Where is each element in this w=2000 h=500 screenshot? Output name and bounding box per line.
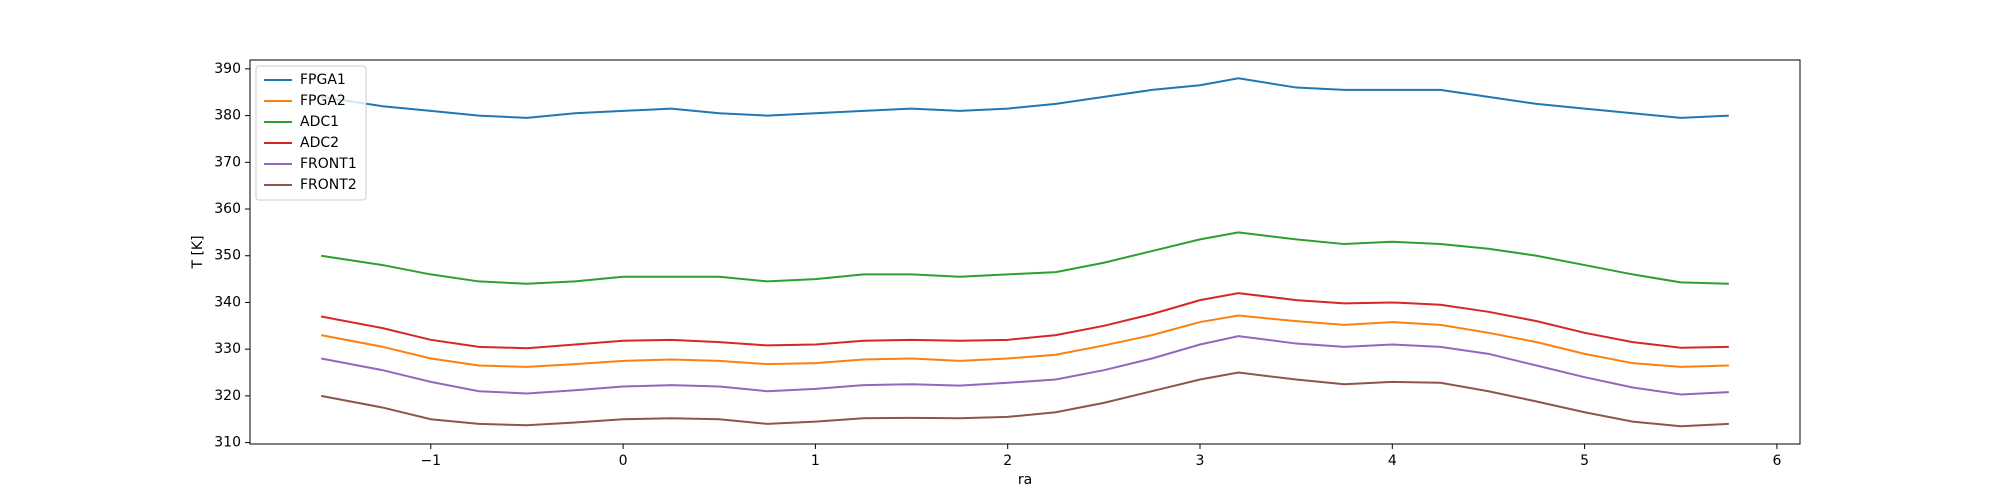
series-line	[320, 292, 1729, 350]
x-tick-label: 1	[811, 453, 820, 469]
x-tick-label: 2	[1003, 453, 1012, 469]
y-tick-label: 330	[214, 341, 241, 357]
legend-label: ADC2	[300, 135, 339, 151]
legend-label: ADC1	[300, 114, 339, 130]
x-tick-label: −1	[420, 453, 441, 469]
y-tick-label: 350	[214, 248, 241, 264]
legend-label: FRONT1	[300, 156, 357, 172]
legend: FPGA1 FPGA2 ADC1 ADC2 FRONT1 FRONT2	[255, 65, 367, 201]
series-line	[320, 371, 1729, 428]
x-tick-label: 5	[1580, 453, 1589, 469]
y-tick-label: 370	[214, 154, 241, 170]
legend-label: FRONT2	[300, 177, 357, 193]
y-tick-label: 320	[214, 388, 241, 404]
x-axis-label: ra	[1018, 472, 1032, 488]
series-line	[320, 335, 1729, 396]
x-tick-label: 6	[1772, 453, 1781, 469]
y-tick-label: 390	[214, 61, 241, 77]
series-line	[320, 314, 1729, 368]
legend-box	[255, 65, 367, 201]
series-line	[320, 231, 1729, 285]
y-tick-label: 360	[214, 201, 241, 217]
x-tick-label: 0	[619, 453, 628, 469]
legend-label: FPGA1	[300, 72, 346, 88]
y-axis-label: T [K]	[190, 235, 206, 269]
y-tick-label: 340	[214, 294, 241, 310]
y-tick-label: 380	[214, 108, 241, 124]
series-line	[320, 77, 1729, 119]
x-tick-label: 3	[1196, 453, 1205, 469]
legend-label: FPGA2	[300, 93, 346, 109]
x-tick-label: 4	[1388, 453, 1397, 469]
plot-frame	[249, 59, 1801, 445]
y-tick-label: 310	[214, 435, 241, 451]
